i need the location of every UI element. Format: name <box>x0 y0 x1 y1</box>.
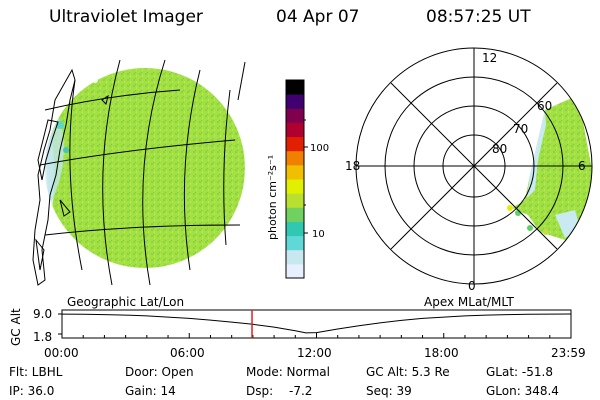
info-door: Door: Open <box>125 365 194 379</box>
colorbar-swatch <box>286 221 304 237</box>
y-axis-label: GC Alt <box>9 308 23 346</box>
colorbar-swatch <box>286 263 304 279</box>
date-label: 04 Apr 07 <box>276 7 360 27</box>
info-gain: Gain: 14 <box>125 384 176 398</box>
colorbar-swatch <box>286 108 304 123</box>
y-tick-min: 1.8 <box>33 330 52 344</box>
colorbar-swatch <box>286 207 304 222</box>
colorbar-swatch <box>286 249 304 265</box>
colorbar-swatch <box>286 94 304 109</box>
lat-label-80: 80 <box>492 142 507 156</box>
info-flt: Flt: LBHL <box>9 365 63 379</box>
colorbar-axis <box>303 80 308 278</box>
colorbar <box>285 79 305 279</box>
x-ticks <box>61 333 572 338</box>
info-glon: GLon: 348.4 <box>486 384 559 398</box>
mlt-label-0: 0 <box>468 279 476 293</box>
x-tick-label: 18:00 <box>424 346 459 360</box>
info-dsp-label: Dsp: <box>246 384 274 398</box>
colorbar-swatch <box>286 80 304 95</box>
geo-image <box>32 59 247 286</box>
colorbar-swatch <box>286 235 304 251</box>
app-title: Ultraviolet Imager <box>49 7 203 27</box>
colorbar-swatch <box>286 150 304 166</box>
x-tick-label: 12:00 <box>297 346 332 360</box>
series-line <box>61 313 572 334</box>
colorbar-swatch <box>286 164 304 180</box>
colorbar-swatch <box>286 193 304 208</box>
colorbar-swatch <box>286 122 304 138</box>
x-tick-label: 23:59 <box>551 346 586 360</box>
mlt-label-12: 12 <box>482 51 497 65</box>
colorbar-tick-10: 10 <box>312 229 325 240</box>
x-tick-label: 06:00 <box>170 346 205 360</box>
polar-plot <box>355 47 593 285</box>
y-tick-max: 9.0 <box>33 307 52 321</box>
colorbar-label: photon cm⁻²s⁻¹ <box>266 155 279 240</box>
mlt-label-18: 18 <box>345 159 360 173</box>
colorbar-tick-100: 100 <box>310 143 329 154</box>
info-seq: Seq: 39 <box>366 384 412 398</box>
colorbar-swatch <box>286 136 304 152</box>
x-tick-label: 00:00 <box>44 346 79 360</box>
info-mode: Mode: Normal <box>246 365 330 379</box>
info-glat: GLat: -51.8 <box>486 365 553 379</box>
colorbar-swatch <box>286 179 304 194</box>
lat-label-70: 70 <box>513 122 528 136</box>
info-dsp-value: -7.2 <box>289 384 313 398</box>
info-ip: IP: 36.0 <box>9 384 55 398</box>
lat-label-60: 60 <box>537 99 552 113</box>
time-label: 08:57:25 UT <box>426 7 531 27</box>
mlt-label-6: 6 <box>578 159 586 173</box>
info-gcalt: GC Alt: 5.3 Re <box>366 365 450 379</box>
polar-panel-label: Apex MLat/MLT <box>424 295 514 309</box>
geo-panel-label: Geographic Lat/Lon <box>67 295 185 309</box>
